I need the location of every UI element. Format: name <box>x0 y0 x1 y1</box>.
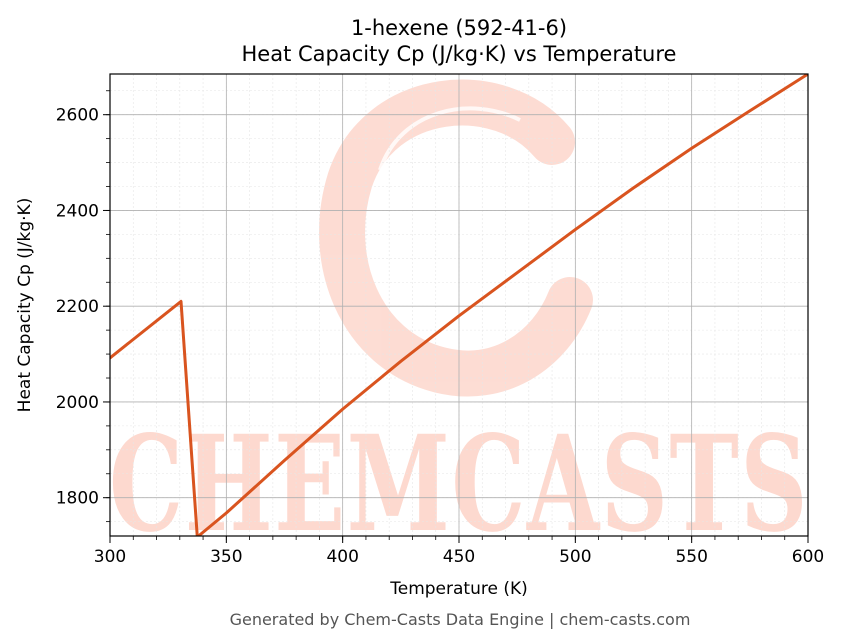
major-grid <box>110 74 808 536</box>
x-tick-label: 300 <box>94 547 126 567</box>
chart-subtitle: Heat Capacity Cp (J/kg·K) vs Temperature <box>242 42 677 66</box>
axis-ticks <box>103 90 809 543</box>
y-tick-label: 2400 <box>56 201 99 221</box>
x-tick-label: 600 <box>792 547 824 567</box>
series-layer <box>110 74 808 536</box>
y-tick-label: 1800 <box>56 489 99 509</box>
y-tick-label: 2000 <box>56 393 99 413</box>
series-line-0 <box>110 74 808 536</box>
x-tick-label: 550 <box>675 547 707 567</box>
y-tick-label: 2600 <box>56 106 99 126</box>
footer-credit: Generated by Chem-Casts Data Engine | ch… <box>230 610 691 629</box>
y-axis-label: Heat Capacity Cp (J/kg·K) <box>15 198 35 413</box>
x-tick-label: 350 <box>210 547 242 567</box>
x-axis-label: Temperature (K) <box>389 579 528 599</box>
x-tick-label: 500 <box>559 547 591 567</box>
axis-tick-labels: 300 350 400 450 500 550 600 1800 2000 2200 2400 260… <box>56 106 824 567</box>
chart-title: 1-hexene (592-41-6) <box>351 16 567 40</box>
x-tick-label: 400 <box>326 547 358 567</box>
y-tick-label: 2200 <box>56 297 99 317</box>
x-tick-label: 450 <box>443 547 475 567</box>
